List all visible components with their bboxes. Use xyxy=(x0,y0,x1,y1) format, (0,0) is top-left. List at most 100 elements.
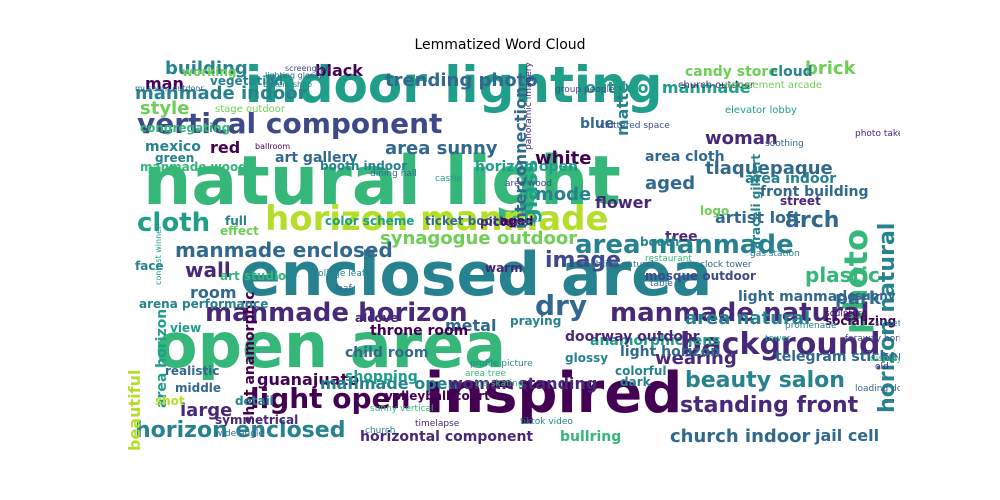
word-blue: blue xyxy=(580,116,615,132)
word-restaurant: restaurant xyxy=(645,254,692,264)
word-sunny-vertical: sunny vertical xyxy=(370,404,434,414)
word-open-area: open area xyxy=(155,309,507,382)
word-color: color xyxy=(515,219,538,229)
word-old: old xyxy=(875,362,889,372)
word-museum-outdoor: museum outdoor xyxy=(135,84,204,93)
word-red: red xyxy=(210,138,241,157)
word-ballroom: ballroom xyxy=(255,142,291,151)
word-dry: dry xyxy=(535,289,588,322)
word-working: working xyxy=(182,65,237,79)
word-dining-hall: dining hall xyxy=(370,169,417,179)
chart-title: Lemmatized Word Cloud xyxy=(414,37,586,53)
word-bullring: bullring xyxy=(560,429,622,445)
word-park: park xyxy=(835,288,881,309)
word-room: room xyxy=(190,283,237,302)
word-castle: castle xyxy=(435,174,462,184)
word-area-indoor: area indoor xyxy=(745,171,837,187)
word-socializing: socializing xyxy=(825,314,897,328)
word-face: face xyxy=(135,259,164,273)
word-aged: aged xyxy=(500,214,534,228)
word-wall: wall xyxy=(185,258,231,282)
word-profile-picture: profile picture xyxy=(470,359,533,369)
word-throne-room: throne room xyxy=(370,323,469,339)
word-front-building: front building xyxy=(760,184,869,200)
word-image: image xyxy=(545,248,621,273)
word-wide-angle: wide angle xyxy=(215,429,264,439)
word-middle: middle xyxy=(175,381,222,395)
word-praying: praying xyxy=(510,314,562,328)
word-soothing: soothing xyxy=(765,139,804,149)
word-cluttered-space: cluttered space xyxy=(600,121,670,131)
word-tiktok-video: tiktok video xyxy=(520,417,573,427)
word-man: man xyxy=(145,74,184,93)
word-cloud: cloud xyxy=(770,64,813,80)
word-aged: aged xyxy=(645,173,696,194)
word-beautiful: beautiful xyxy=(125,369,144,450)
word-horizon-open: horizon open xyxy=(475,159,578,175)
word-tree: tree xyxy=(665,229,698,245)
word-jail-cell: jail cell xyxy=(815,426,880,445)
word-table: table xyxy=(650,279,673,289)
word-full: full xyxy=(225,214,247,228)
word-guanajuato: guanajuato xyxy=(257,370,360,389)
word-wearing: wearing xyxy=(655,348,737,369)
word-arena-performance: arena performance xyxy=(139,297,269,311)
word-vertical-component: vertical component xyxy=(137,107,443,140)
word-photo-taken: photo taken xyxy=(855,129,900,139)
word-church: church xyxy=(365,426,396,436)
word-manmade-wood: manmade wood xyxy=(140,160,247,174)
word-congregating: congregating xyxy=(140,121,231,135)
word-leaf: leaf xyxy=(335,284,352,294)
word-picture: picture xyxy=(480,215,529,229)
word-outdoor-manmade: outdoor manmade xyxy=(585,78,751,97)
word-loading-dock: loading dock xyxy=(855,384,900,394)
word-candy-store: candy store xyxy=(685,64,778,80)
word-amusement-arcade: amusement arcade xyxy=(725,80,823,91)
word-horizon-enclosed: horizon enclosed xyxy=(135,418,346,443)
word-symmetrical: symmetrical xyxy=(215,413,299,427)
word-arch: arch xyxy=(785,208,840,233)
word-woman: woman xyxy=(705,128,778,149)
word-artist-loft: artist loft xyxy=(715,208,801,227)
word-light-open: light open xyxy=(250,382,411,415)
word-sculpture: sculpture xyxy=(825,309,867,319)
word-background: background xyxy=(680,327,881,362)
word-volleyball-court: volleyball court xyxy=(385,389,490,403)
word-area-natural: area natural xyxy=(685,308,811,329)
word-cloud: natural light indoor lighting enclosed are… xyxy=(125,60,900,450)
word-church-indoor: church indoor xyxy=(670,426,811,447)
word-white: white xyxy=(535,148,592,169)
word-tower: tower xyxy=(765,334,791,344)
word-beauty-salon: beauty salon xyxy=(685,368,845,393)
word-dark: dark xyxy=(620,375,651,389)
word-art-gallery: art gallery xyxy=(275,150,358,166)
word-natural-light: natural light xyxy=(143,142,621,221)
word-vegetation: vegetation xyxy=(210,74,284,88)
word-flower: flower xyxy=(595,193,652,212)
word-lighting-natural: lighting natural xyxy=(585,260,654,270)
word-promenade: promenade xyxy=(785,321,837,331)
word-green: green xyxy=(155,151,195,165)
word-detail: detail xyxy=(235,394,274,408)
word-black: black xyxy=(315,61,363,80)
word-doorway-outdoor: doorway outdoor xyxy=(565,329,700,345)
word-ice-skating: ice skating xyxy=(475,379,524,389)
word-enclosed-area: enclosed area xyxy=(240,240,713,310)
word-church-outdoor: church outdoor xyxy=(678,80,755,91)
word-mosque-outdoor: mosque outdoor xyxy=(645,269,756,283)
word-faraway-horizon: faraway horizon xyxy=(845,334,900,344)
word-manmade-open: manmade open xyxy=(320,374,459,393)
word-logo: logo xyxy=(700,204,730,218)
word-inspired: inspired xyxy=(425,361,683,426)
word-horizontal-component: horizontal component xyxy=(360,429,534,445)
word-indoor-lighting: indoor lighting xyxy=(245,60,663,114)
word-area-tree: area tree xyxy=(465,369,507,379)
word-bakery-shop: bakery shop xyxy=(263,80,313,89)
word-standing-front: standing front xyxy=(680,393,859,418)
word-colorful: colorful xyxy=(615,364,667,378)
word-panoramic-imagery: panoramic imagery xyxy=(524,61,534,150)
word-large: large xyxy=(180,400,233,421)
word-clock-tower: clock tower xyxy=(700,260,752,270)
word-araceli-gilbert: araceli gilbert xyxy=(749,154,763,250)
word-plastic: plastic xyxy=(805,263,880,287)
